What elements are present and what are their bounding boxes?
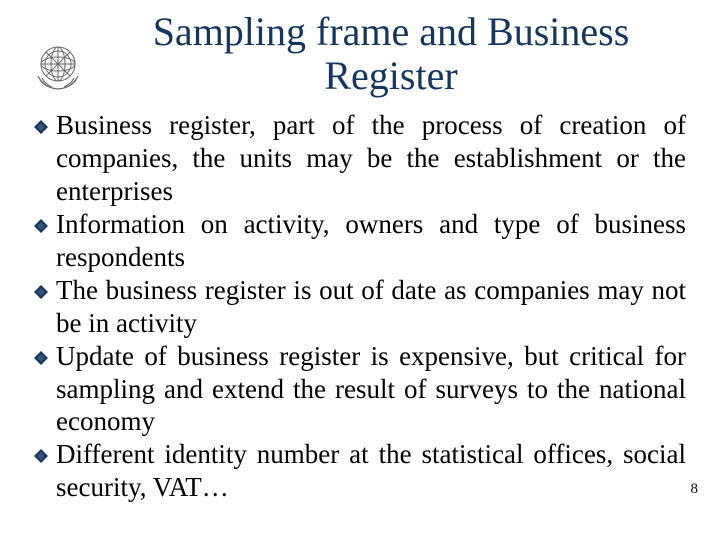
bullet-text: Business register, part of the process o…	[56, 109, 686, 208]
bullet-diamond-icon	[34, 120, 48, 134]
list-item: The business register is out of date as …	[34, 274, 686, 340]
header-row: Sampling frame and Business Register	[30, 8, 690, 99]
slide-title: Sampling frame and Business Register	[92, 10, 690, 98]
un-emblem-icon	[30, 38, 86, 99]
slide: Sampling frame and Business Register Bus…	[0, 0, 720, 540]
bullet-text: Different identity number at the statist…	[56, 438, 686, 504]
page-number: 8	[691, 481, 699, 498]
bullet-diamond-icon	[34, 351, 48, 365]
list-item: Information on activity, owners and type…	[34, 208, 686, 274]
bullet-list: Business register, part of the process o…	[30, 109, 690, 504]
bullet-diamond-icon	[34, 285, 48, 299]
bullet-diamond-icon	[34, 219, 48, 233]
bullet-text: Information on activity, owners and type…	[56, 208, 686, 274]
list-item: Update of business register is expensive…	[34, 340, 686, 439]
list-item: Different identity number at the statist…	[34, 438, 686, 504]
bullet-text: Update of business register is expensive…	[56, 340, 686, 439]
bullet-text: The business register is out of date as …	[56, 274, 686, 340]
bullet-diamond-icon	[34, 449, 48, 463]
list-item: Business register, part of the process o…	[34, 109, 686, 208]
